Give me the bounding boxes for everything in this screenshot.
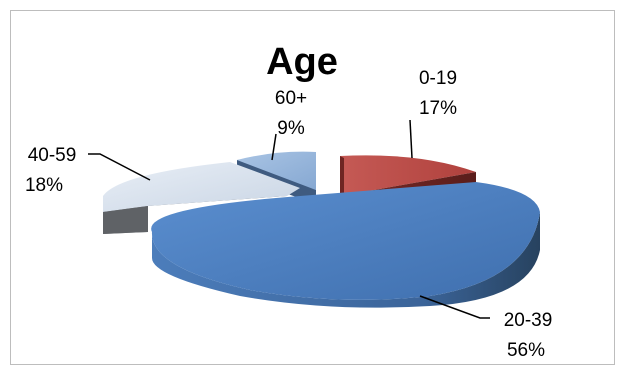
slice-20-39 bbox=[151, 182, 541, 308]
chart-title: Age bbox=[266, 41, 338, 83]
leader-line-0-19 bbox=[409, 119, 413, 159]
data-label-value-20-39: 56% bbox=[507, 340, 545, 361]
data-label-value-40-59: 18% bbox=[25, 175, 63, 196]
data-label-category-60plus: 60+ bbox=[275, 88, 307, 109]
data-label-category-40-59: 40-59 bbox=[28, 145, 77, 166]
leader-line-40-59 bbox=[88, 153, 151, 181]
leader-line-60plus bbox=[271, 133, 277, 161]
leader-line-20-39 bbox=[419, 295, 490, 319]
data-label-category-0-19: 0-19 bbox=[419, 68, 457, 89]
data-label-category-20-39: 20-39 bbox=[504, 310, 553, 331]
data-label-value-0-19: 17% bbox=[419, 98, 457, 119]
data-label-value-60plus: 9% bbox=[277, 118, 305, 139]
slice-40-59 bbox=[103, 162, 300, 234]
